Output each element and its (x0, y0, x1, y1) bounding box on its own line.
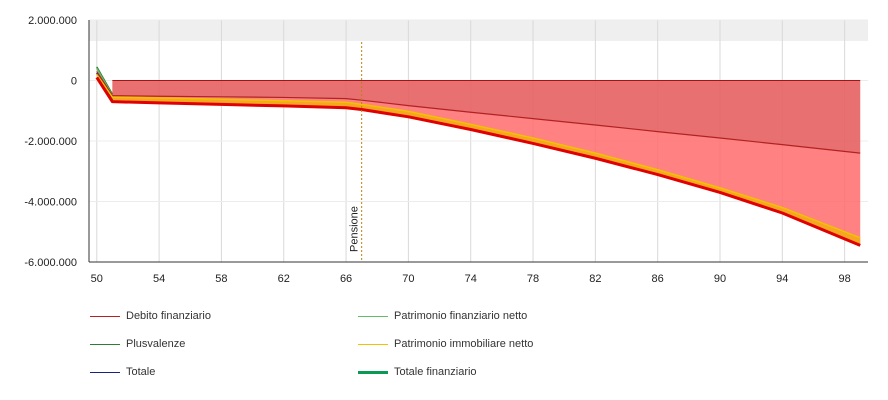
legend-item-patrimonio-finanziario-netto[interactable]: Patrimonio finanziario netto (358, 308, 527, 324)
area-totale-finanziario (112, 80, 861, 246)
x-tick-label: 82 (589, 273, 601, 285)
legend-label: Debito finanziario (126, 310, 211, 322)
chart: Pensione -6.000.000 -4.000.000 -2.000.000 0… (24, 15, 868, 285)
y-tick-labels: -6.000.000 -4.000.000 -2.000.000 0 2.000.000 (24, 15, 77, 269)
legend-label: Patrimonio finanziario netto (394, 310, 528, 322)
legend-label: Plusvalenze (126, 338, 186, 350)
legend-swatch (90, 371, 120, 373)
x-tick-label: 94 (776, 273, 788, 285)
x-tick-label: 98 (839, 273, 851, 285)
legend-swatch (358, 343, 388, 345)
legend-swatch (90, 343, 120, 345)
x-tick-label: 78 (527, 273, 539, 285)
x-tick-label: 74 (465, 273, 477, 285)
series-line-totale-finanziario (95, 76, 861, 247)
y-tick-label: 0 (71, 76, 77, 88)
x-tick-label: 58 (215, 273, 227, 285)
series-line-patrimonio-immobiliare-netto (96, 74, 861, 239)
series-lines (95, 66, 861, 247)
y-tick-label: -6.000.000 (24, 257, 77, 269)
retirement-label: Pensione (349, 206, 361, 252)
y-tick-label: 2.000.000 (28, 15, 77, 27)
top-band (89, 20, 868, 41)
y-tick-label: -2.000.000 (24, 136, 77, 148)
x-tick-label: 90 (714, 273, 726, 285)
legend-swatch (90, 315, 120, 317)
x-tick-label: 54 (153, 273, 165, 285)
legend-swatch (358, 315, 388, 317)
x-tick-label: 66 (340, 273, 352, 285)
legend-label: Totale finanziario (394, 366, 477, 378)
x-tick-labels: 50 54 58 62 66 70 74 78 82 86 90 94 98 (91, 273, 851, 285)
axes (88, 20, 868, 263)
y-tick-label: -4.000.000 (24, 197, 77, 209)
x-tick-label: 86 (652, 273, 664, 285)
legend-label: Totale (126, 366, 156, 378)
legend-item-plusvalenze[interactable]: Plusvalenze (90, 336, 185, 352)
x-tick-label: 70 (402, 273, 414, 285)
legend-item-patrimonio-immobiliare-netto[interactable]: Patrimonio immobiliare netto (358, 336, 533, 352)
series-line-debito-finanziario (96, 71, 861, 154)
area-debito-finanziario (112, 80, 861, 154)
legend-item-totale[interactable]: Totale (90, 364, 155, 380)
areas (112, 80, 861, 246)
legend-swatch (358, 370, 388, 374)
legend-item-totale-finanziario[interactable]: Totale finanziario (358, 364, 477, 380)
series-line-plusvalenze (96, 66, 114, 95)
legend-item-debito-finanziario[interactable]: Debito finanziario (90, 308, 211, 324)
x-tick-label: 62 (278, 273, 290, 285)
retirement-annotation: Pensione (349, 42, 363, 262)
x-tick-label: 50 (91, 273, 103, 285)
legend-label: Patrimonio immobiliare netto (394, 338, 534, 350)
